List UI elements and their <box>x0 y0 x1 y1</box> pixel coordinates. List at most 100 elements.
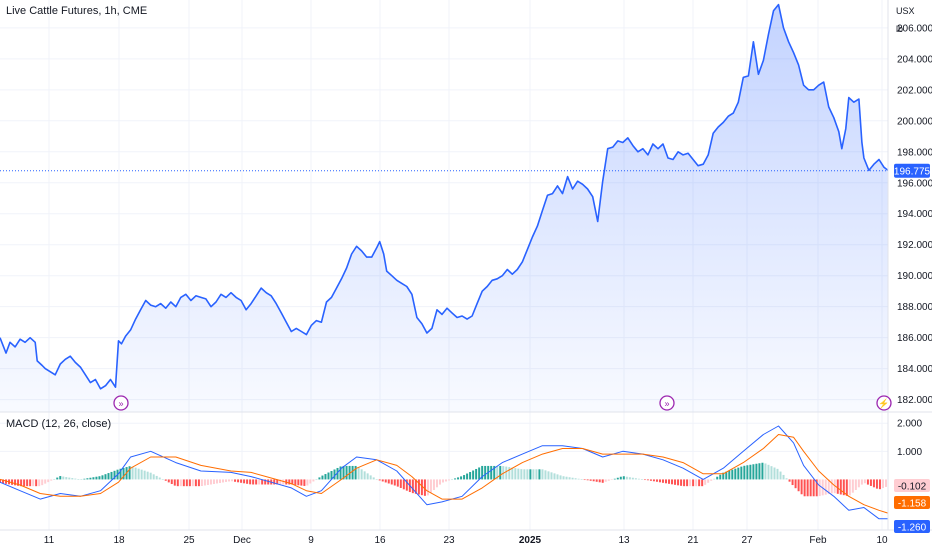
macd-histogram-bar <box>258 479 261 485</box>
macd-histogram-bar <box>240 479 243 483</box>
time-axis-label: 13 <box>618 535 630 546</box>
macd-histogram-bar <box>255 479 258 485</box>
macd-histogram-bar <box>788 479 791 482</box>
macd-histogram-bar <box>668 479 671 484</box>
price-axis-label: 206.000 <box>897 23 932 34</box>
macd-histogram-bar <box>469 472 472 480</box>
macd-histogram-bar <box>50 479 53 481</box>
macd-histogram-bar <box>206 479 209 485</box>
macd-histogram-bar <box>499 465 502 480</box>
macd-value-badge <box>894 520 930 533</box>
macd-histogram-bar <box>568 477 571 480</box>
macd-histogram-bar <box>613 478 616 480</box>
macd-histogram-bar <box>423 479 426 496</box>
macd-histogram-bar <box>237 479 240 483</box>
macd-histogram-bar <box>770 466 773 480</box>
macd-histogram-bar <box>493 465 496 480</box>
macd-histogram-bar <box>282 479 285 485</box>
macd-histogram-bar <box>252 479 255 485</box>
macd-histogram-bar <box>526 469 529 480</box>
macd-histogram-bar <box>134 467 137 480</box>
macd-histogram-bar <box>716 476 719 480</box>
macd-histogram-bar <box>574 478 577 480</box>
macd-histogram-bar <box>845 479 848 496</box>
macd-histogram-bar <box>62 476 65 480</box>
svg-text:»: » <box>118 399 123 409</box>
macd-histogram-bar <box>44 479 47 484</box>
macd-histogram-bar <box>854 479 857 490</box>
macd-histogram-bar <box>740 466 743 480</box>
macd-histogram-bar <box>725 471 728 480</box>
macd-histogram-bar <box>875 479 878 489</box>
macd-histogram-bar <box>396 479 399 487</box>
macd-histogram-bar <box>420 479 423 496</box>
macd-histogram-bar <box>532 469 535 480</box>
macd-histogram-bar <box>674 479 677 485</box>
price-axis-label: 200.000 <box>897 116 932 127</box>
macd-histogram-bar <box>212 479 215 484</box>
macd-histogram-bar <box>523 469 526 480</box>
macd-histogram-bar <box>303 479 306 486</box>
macd-histogram-bar <box>731 469 734 480</box>
macd-histogram-bar <box>752 464 755 480</box>
price-area-fill <box>0 4 888 412</box>
macd-histogram-bar <box>797 479 800 492</box>
macd-histogram-bar <box>375 479 378 481</box>
macd-histogram-bar <box>665 479 667 484</box>
currency-label[interactable]: USX <box>896 6 915 16</box>
macd-histogram-bar <box>366 473 369 480</box>
macd-histogram-bar <box>734 468 737 480</box>
time-axis-label: 11 <box>44 535 55 546</box>
price-area <box>0 3 889 412</box>
macd-histogram-bar <box>47 479 50 483</box>
macd-histogram-bar <box>746 465 749 480</box>
unit-label[interactable]: lb <box>896 24 904 34</box>
macd-histogram-bar <box>604 479 607 482</box>
price-axis-label: 186.000 <box>897 333 932 344</box>
macd-histogram-bar <box>194 479 197 487</box>
macd-histogram-bar <box>429 479 432 493</box>
macd-histogram-bar <box>95 476 98 480</box>
macd-histogram-bar <box>390 479 393 485</box>
macd-histogram-bar <box>185 479 188 487</box>
macd-histogram-bar <box>683 479 686 487</box>
macd-histogram-bar <box>619 476 622 480</box>
macd-histogram-bar <box>38 479 41 487</box>
macd-histogram-bar <box>448 479 451 481</box>
time-axis-label: 9 <box>308 535 314 546</box>
macd-histogram-bar <box>432 479 435 490</box>
macd-histogram-bar <box>737 467 740 480</box>
macd-histogram-bar <box>89 477 92 480</box>
dividend-event-icon[interactable]: » <box>659 395 675 411</box>
macd-histogram-bar <box>414 479 417 494</box>
macd-histogram-bar <box>86 478 89 480</box>
macd-histogram-bar <box>372 477 375 480</box>
macd-histogram-bar <box>56 477 59 480</box>
macd-histogram-bar <box>680 479 683 486</box>
macd-histogram-bar <box>399 479 402 488</box>
macd-histogram-bar <box>435 479 438 488</box>
signal-line <box>0 434 889 514</box>
earnings-flash-icon[interactable]: ⚡ <box>876 395 892 411</box>
macd-histogram-bar <box>535 469 538 480</box>
macd-histogram-bar <box>646 479 649 481</box>
macd-histogram-bar <box>176 479 179 487</box>
macd-histogram-bar <box>321 475 324 480</box>
macd-histogram-bar <box>601 479 604 483</box>
macd-histogram-bar <box>155 475 158 480</box>
macd-histogram-bar <box>628 477 631 480</box>
macd-histogram-bar <box>460 476 463 480</box>
macd-histogram-bar <box>649 479 652 481</box>
macd-histogram-bar <box>32 479 35 487</box>
macd-histogram-bar <box>755 463 758 480</box>
macd-histogram-bar <box>324 474 327 480</box>
macd-histogram-bar <box>610 479 613 481</box>
macd-histogram-bar <box>550 472 553 480</box>
macd-histogram-bar <box>496 465 499 480</box>
macd-histogram-bar <box>228 479 231 482</box>
macd-histogram-bar <box>291 479 294 485</box>
macd-histogram-bar <box>306 479 309 486</box>
macd-histogram-bar <box>35 479 38 487</box>
dividend-event-icon[interactable]: » <box>113 395 129 411</box>
chart-title: Live Cattle Futures, 1h, CME <box>6 5 147 17</box>
